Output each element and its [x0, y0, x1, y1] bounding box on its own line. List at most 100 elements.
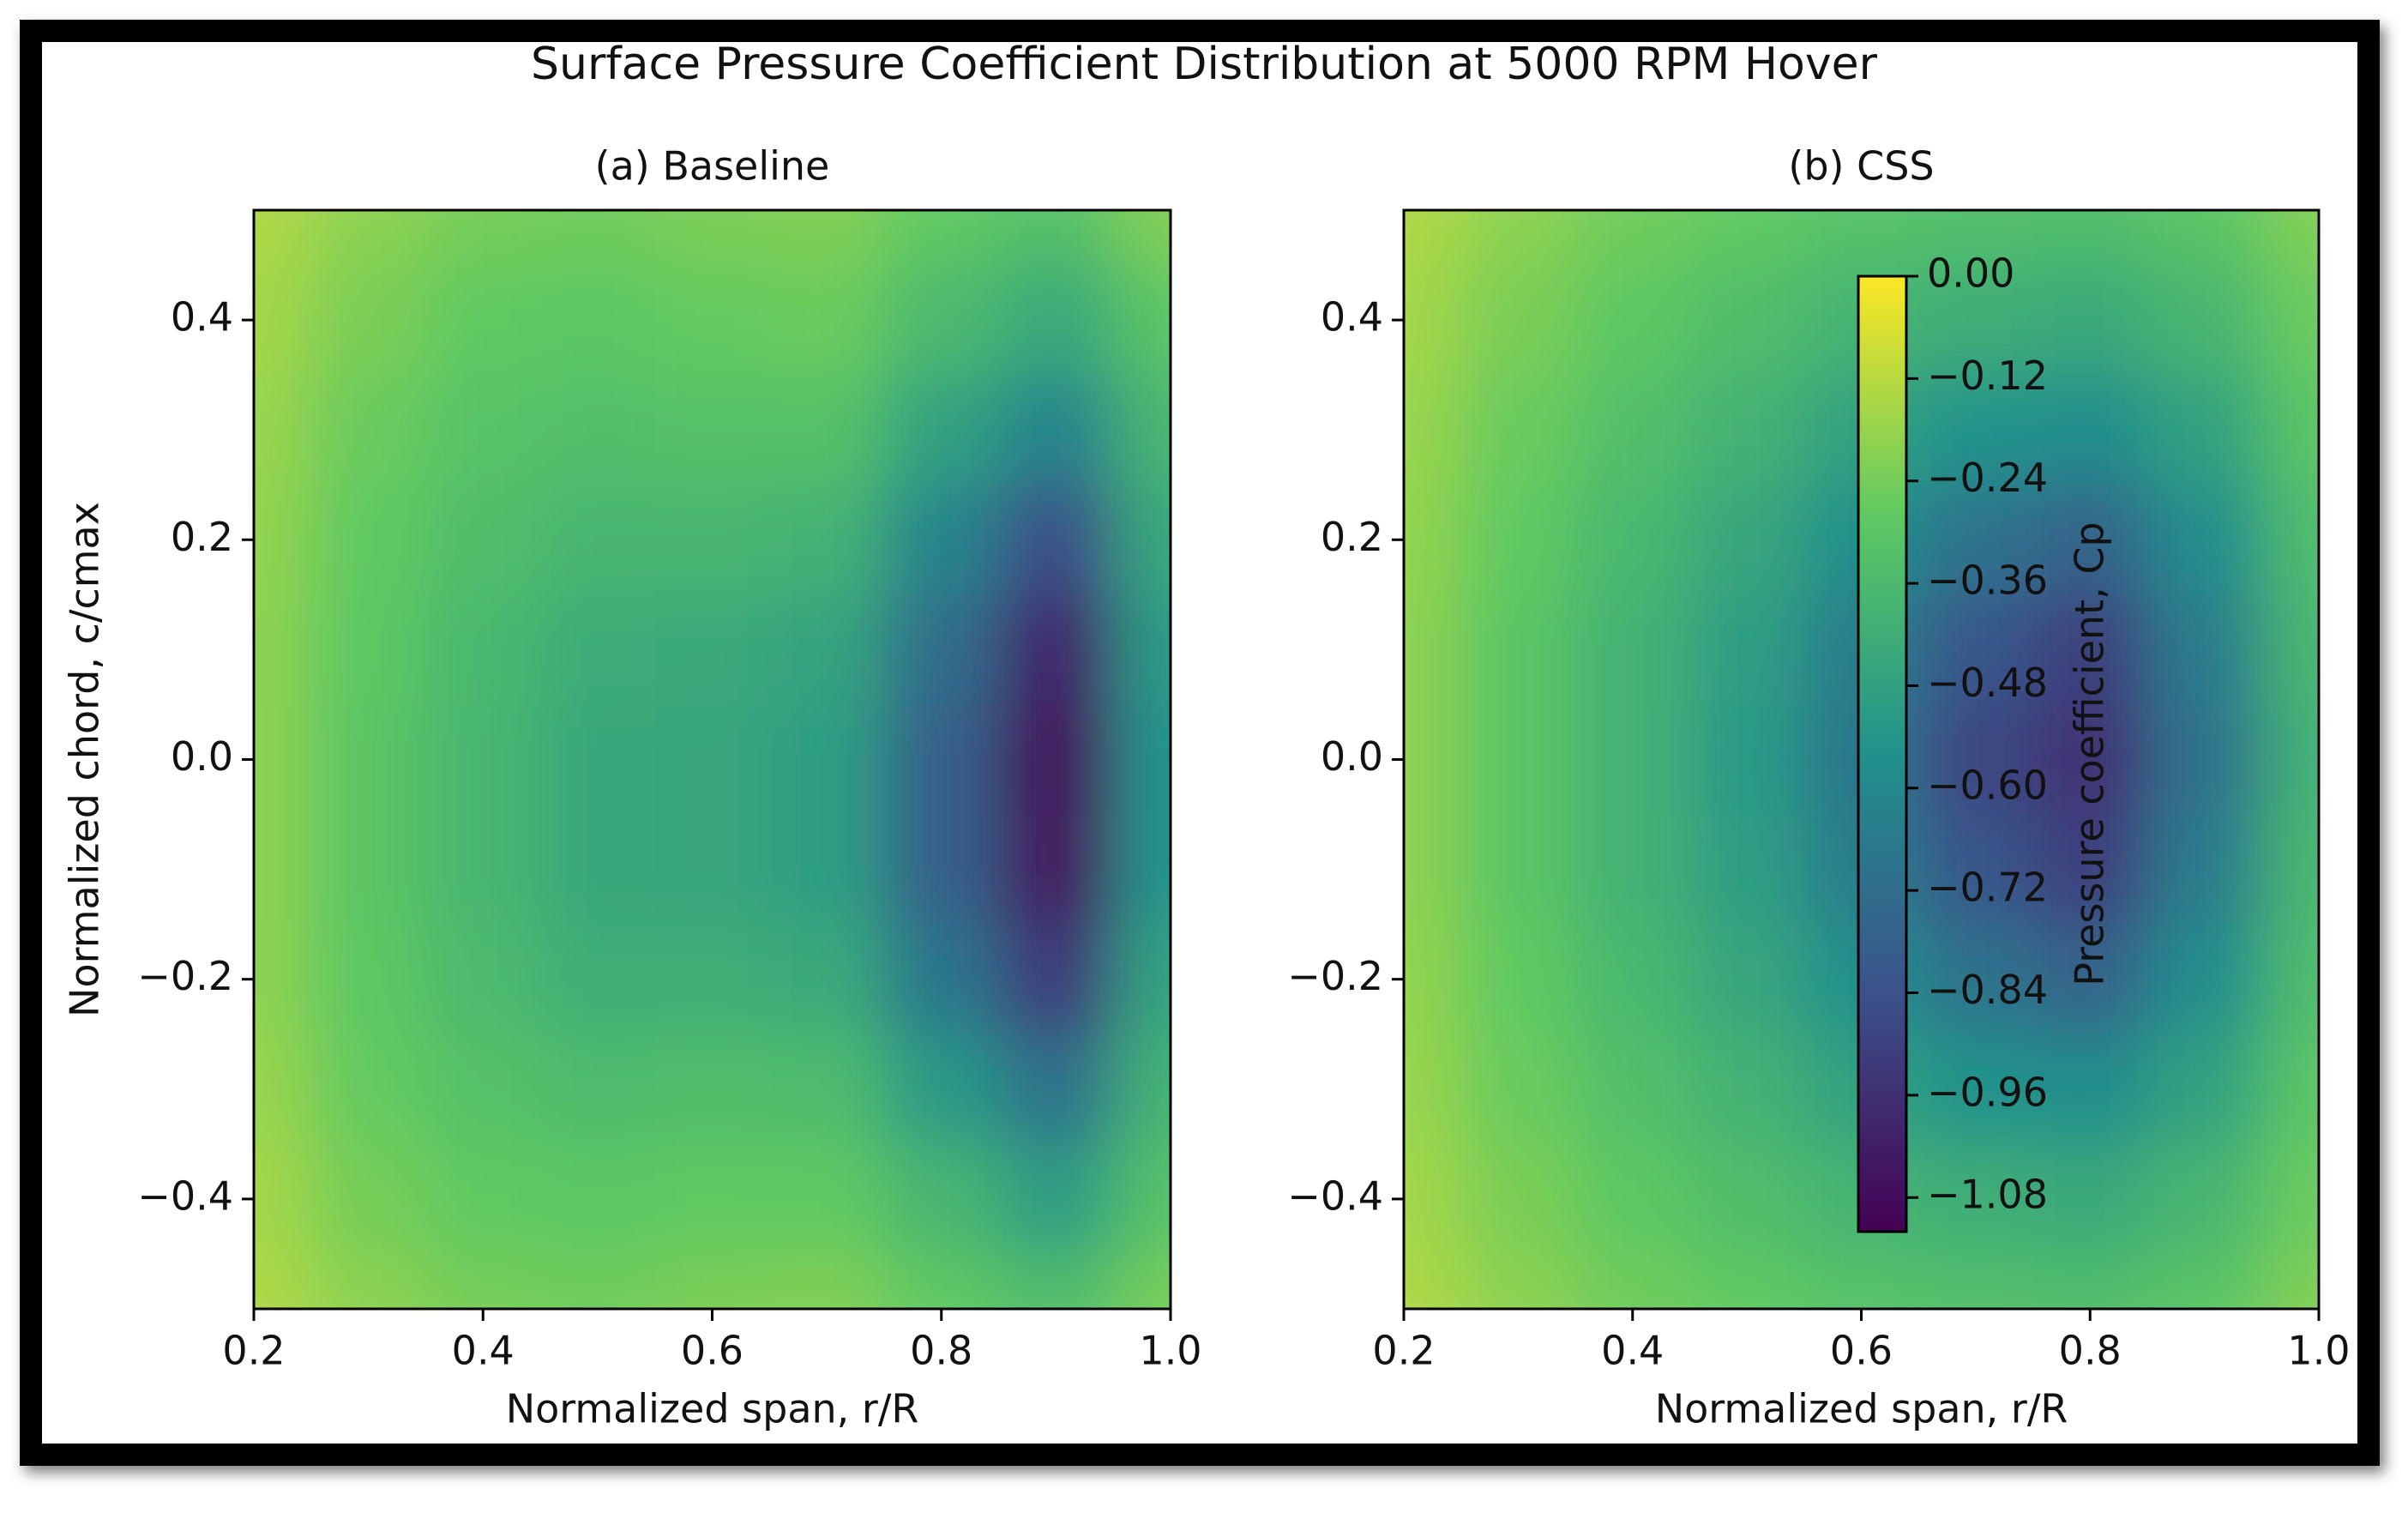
contour-cell [1575, 1143, 1691, 1255]
contour-cell [1404, 1034, 1462, 1145]
y-tick-label: 0.0 [171, 733, 233, 780]
contour-cell [883, 814, 1000, 925]
panel-title: (b) CSS [1788, 143, 1934, 190]
contour-cell [2032, 1034, 2148, 1145]
contour-cell [254, 485, 312, 596]
contour-cell [883, 594, 1000, 706]
contour-cell [1404, 210, 1462, 267]
colorbar-tick-label: 0.00 [1927, 250, 2014, 297]
contour-cell [1689, 375, 1805, 486]
contour-cell [769, 265, 885, 377]
contour-cell [254, 375, 312, 486]
contour-cell [1113, 265, 1171, 377]
contour-cell [654, 594, 771, 706]
contour-cell [2261, 814, 2319, 925]
contour-cell [1404, 265, 1462, 377]
contour-cell [1404, 814, 1462, 925]
contour-cell [1689, 210, 1805, 267]
contour-cell [1404, 1253, 1462, 1309]
contour-cell [2032, 1143, 2148, 1255]
contour-cell [425, 485, 542, 596]
contour-cell [2146, 375, 2263, 486]
contour-cell [769, 814, 885, 925]
contour-cell [1113, 814, 1171, 925]
contour-cell [769, 1034, 885, 1145]
contour-cell [1689, 265, 1805, 377]
x-tick-label: 0.6 [681, 1328, 743, 1374]
contour-cell [540, 594, 656, 706]
contour-cell [310, 1143, 427, 1255]
contour-cell [425, 704, 542, 816]
colorbar-tick-label: −0.36 [1927, 558, 2048, 604]
contour-cell [1113, 375, 1171, 486]
contour-cell [654, 1034, 771, 1145]
contour-cell [769, 1143, 885, 1255]
contour-cell [1803, 1253, 1920, 1309]
contour-cell [1918, 924, 2034, 1035]
contour-field [1404, 210, 2319, 1309]
contour-cell [1113, 594, 1171, 706]
contour-cell [769, 210, 885, 267]
contour-cell [1113, 485, 1171, 596]
contour-cell [998, 485, 1115, 596]
contour-cell [1460, 594, 1577, 706]
contour-cell [2146, 814, 2263, 925]
contour-cell [540, 1143, 656, 1255]
contour-cell [540, 265, 656, 377]
contour-cell [1460, 1143, 1577, 1255]
colorbar-tick-label: −0.12 [1927, 353, 2048, 399]
contour-cell [2261, 265, 2319, 377]
contour-cell [1689, 814, 1805, 925]
contour-cell [310, 485, 427, 596]
contour-cell [254, 210, 312, 267]
contour-cell [998, 265, 1115, 377]
contour-cell [2146, 1143, 2263, 1255]
contour-cell [425, 924, 542, 1035]
y-tick-label: −0.4 [1287, 1172, 1383, 1219]
contour-cell [769, 1253, 885, 1309]
contour-cell [2261, 1143, 2319, 1255]
contour-cell [883, 1253, 1000, 1309]
contour-cell [2146, 265, 2263, 377]
contour-cell [1918, 704, 2034, 816]
contour-cell [1689, 924, 1805, 1035]
contour-cell [2032, 814, 2148, 925]
contour-cell [1113, 1034, 1171, 1145]
contour-cell [769, 704, 885, 816]
contour-cell [1575, 1253, 1691, 1309]
contour-cell [2032, 485, 2148, 596]
contour-cell [1113, 1143, 1171, 1255]
contour-cell [654, 265, 771, 377]
contour-cell [425, 265, 542, 377]
y-tick-label: 0.2 [171, 514, 233, 560]
contour-cell [1404, 924, 1462, 1035]
contour-cell [254, 704, 312, 816]
contour-cell [1689, 1143, 1805, 1255]
contour-cell [883, 210, 1000, 267]
contour-cell [769, 485, 885, 596]
contour-cell [1113, 210, 1171, 267]
contour-cell [998, 594, 1115, 706]
contour-cell [1689, 485, 1805, 596]
contour-cell [1460, 924, 1577, 1035]
contour-cell [1404, 485, 1462, 596]
x-tick-label: 1.0 [2287, 1328, 2350, 1374]
contour-cell [2032, 210, 2148, 267]
y-axis-label: Normalized chord, c/cmax [62, 502, 108, 1017]
y-tick-label: −0.2 [1287, 953, 1383, 999]
contour-cell [2146, 485, 2263, 596]
contour-cell [1460, 1253, 1577, 1309]
contour-cell [2146, 1034, 2263, 1145]
contour-cell [254, 814, 312, 925]
contour-cell [254, 924, 312, 1035]
contour-cell [1113, 704, 1171, 816]
contour-cell [1575, 375, 1691, 486]
contour-cell [1575, 594, 1691, 706]
contour-cell [2261, 485, 2319, 596]
contour-cell [1404, 704, 1462, 816]
y-tick-label: 0.0 [1321, 733, 1383, 780]
contour-cell [998, 924, 1115, 1035]
x-tick-label: 0.6 [1830, 1328, 1893, 1374]
contour-cell [2261, 704, 2319, 816]
contour-cell [1918, 1143, 2034, 1255]
